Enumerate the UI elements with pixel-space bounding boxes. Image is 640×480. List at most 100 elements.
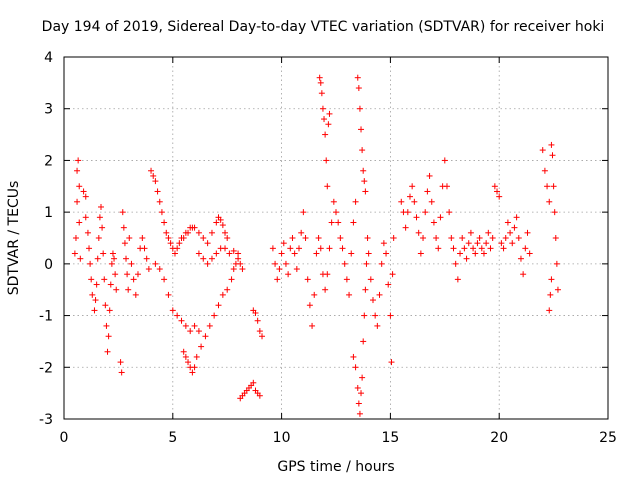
data-point xyxy=(96,214,103,221)
data-point xyxy=(339,245,346,252)
data-point xyxy=(380,240,387,247)
data-point xyxy=(191,322,198,329)
data-point xyxy=(148,167,155,174)
data-point xyxy=(103,322,110,329)
data-point xyxy=(141,245,148,252)
data-point xyxy=(72,235,79,241)
data-point xyxy=(200,235,207,241)
data-point xyxy=(178,317,185,324)
data-point xyxy=(435,245,442,252)
data-point xyxy=(176,240,183,247)
data-point xyxy=(185,359,192,366)
data-point xyxy=(152,178,159,185)
data-point xyxy=(106,307,113,314)
data-point xyxy=(256,328,263,335)
data-point xyxy=(350,219,357,226)
data-point xyxy=(219,291,226,298)
data-point xyxy=(76,183,83,190)
data-point xyxy=(285,271,292,278)
data-point xyxy=(235,255,242,262)
x-tick-label: 5 xyxy=(168,430,177,446)
data-point xyxy=(204,260,211,267)
data-point xyxy=(424,188,431,195)
data-point xyxy=(360,167,367,174)
data-point xyxy=(491,183,498,190)
data-point xyxy=(359,374,366,381)
data-point xyxy=(193,353,200,360)
data-point xyxy=(195,229,202,236)
data-point xyxy=(390,235,397,241)
data-point xyxy=(420,235,427,241)
data-point xyxy=(222,229,229,236)
data-point xyxy=(87,260,94,267)
data-point xyxy=(75,157,82,164)
data-point xyxy=(94,255,101,262)
data-point xyxy=(111,255,118,262)
data-point xyxy=(156,266,163,273)
data-point xyxy=(217,216,224,223)
data-point xyxy=(511,224,518,231)
data-point xyxy=(119,209,126,216)
data-point xyxy=(551,209,558,216)
data-points xyxy=(71,74,561,417)
data-point xyxy=(139,235,146,241)
data-point xyxy=(323,157,330,164)
data-point xyxy=(362,188,369,195)
data-point xyxy=(195,328,202,335)
data-point xyxy=(361,312,368,319)
data-point xyxy=(282,260,289,267)
data-point xyxy=(237,260,244,267)
data-point xyxy=(112,271,119,278)
data-point xyxy=(125,286,132,293)
data-point xyxy=(108,260,115,267)
data-point xyxy=(520,271,527,278)
data-point xyxy=(222,245,229,252)
data-point xyxy=(422,209,429,216)
data-point xyxy=(448,235,455,241)
data-point xyxy=(124,271,131,278)
data-point xyxy=(126,235,133,241)
data-point xyxy=(319,105,326,112)
x-tick-label: 0 xyxy=(60,430,69,446)
data-point xyxy=(328,219,335,226)
x-tick-label: 10 xyxy=(273,430,291,446)
data-point xyxy=(547,291,554,298)
data-point xyxy=(522,245,529,252)
data-point xyxy=(143,255,150,262)
data-point xyxy=(480,250,487,257)
data-point xyxy=(474,240,481,247)
data-point xyxy=(541,167,548,174)
data-point xyxy=(509,240,516,247)
data-point xyxy=(204,240,211,247)
data-point xyxy=(182,322,189,329)
data-point xyxy=(318,90,325,97)
y-tick-label: 2 xyxy=(44,153,53,169)
data-point xyxy=(158,209,165,216)
data-point xyxy=(213,219,220,226)
data-point xyxy=(359,147,366,154)
data-point xyxy=(89,291,96,298)
data-point xyxy=(526,250,533,257)
data-point xyxy=(202,333,209,340)
x-tick-label: 25 xyxy=(599,430,617,446)
data-point xyxy=(161,276,168,283)
data-point xyxy=(118,369,125,376)
data-point xyxy=(306,302,313,309)
data-point xyxy=(317,245,324,252)
data-point xyxy=(219,222,226,229)
data-point xyxy=(280,240,287,247)
data-point xyxy=(134,271,141,278)
data-point xyxy=(300,209,307,216)
plot-frame xyxy=(63,56,609,420)
data-point xyxy=(372,312,379,319)
data-point xyxy=(472,250,479,257)
data-point xyxy=(128,260,135,267)
data-point xyxy=(341,260,348,267)
data-point xyxy=(289,235,296,241)
data-point xyxy=(441,157,448,164)
data-point xyxy=(354,74,361,81)
data-point xyxy=(415,229,422,236)
data-point xyxy=(443,183,450,190)
x-axis-label: GPS time / hours xyxy=(277,459,394,475)
